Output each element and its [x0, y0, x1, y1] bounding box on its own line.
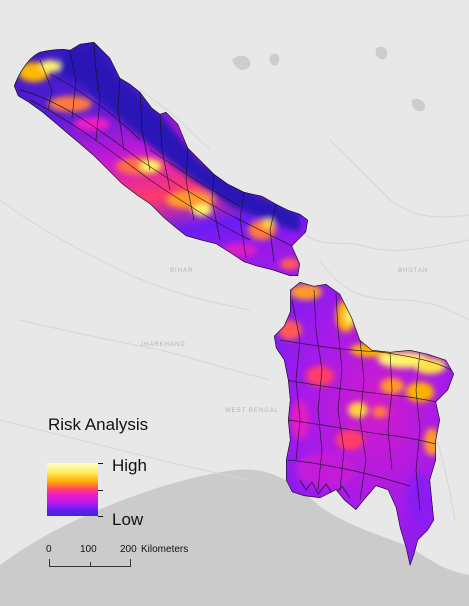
bay-of-bengal-water: [0, 469, 469, 606]
lake-shape: [411, 98, 426, 112]
scale-tick-0: 0: [46, 544, 52, 555]
scale-bar-tick: [90, 562, 91, 567]
lake-shape: [269, 53, 280, 66]
scale-unit-label: Kilometers: [141, 544, 189, 555]
bangladesh-region: [274, 282, 454, 566]
legend-high-label: High: [112, 456, 147, 475]
legend-low-label: Low: [112, 510, 144, 529]
scale-bar-tick: [49, 559, 50, 567]
legend-tick-mid: [98, 490, 103, 491]
scale-tick-200: 200: [120, 544, 137, 555]
nepal-region: [14, 42, 308, 276]
legend-tick-high: [98, 463, 103, 464]
legend-tick-low: [98, 516, 103, 517]
bihar-label: BIHAR: [170, 268, 193, 274]
scale-bar-tick: [130, 559, 131, 567]
west-bengal-label: WEST BENGAL: [225, 408, 279, 414]
legend-title: Risk Analysis: [48, 415, 149, 434]
jharkhand-label: JHARKHAND: [140, 342, 186, 348]
basemap-boundaries: [0, 89, 469, 521]
legend-color-ramp: [47, 463, 98, 516]
bhutan-label: BHUTAN: [398, 268, 428, 274]
lake-shape: [232, 55, 251, 70]
lake-shape: [375, 46, 388, 60]
scale-tick-100: 100: [80, 544, 97, 555]
